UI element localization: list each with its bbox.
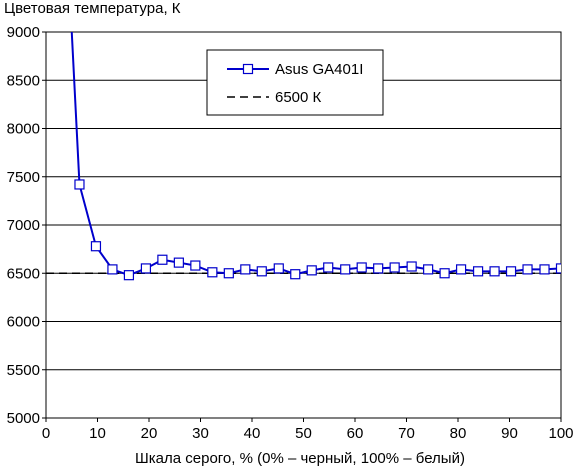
x-axis-title: Шкала серого, % (0% – черный, 100% – бел… bbox=[135, 450, 465, 467]
data-point bbox=[240, 264, 251, 275]
legend: Asus GA401I 6500 К bbox=[206, 49, 384, 116]
data-point bbox=[157, 254, 168, 265]
x-tick-label: 10 bbox=[89, 425, 106, 442]
data-point bbox=[207, 267, 218, 278]
x-tick-label: 30 bbox=[192, 425, 209, 442]
x-tick-label: 80 bbox=[450, 425, 467, 442]
data-point bbox=[323, 262, 334, 273]
data-point bbox=[406, 261, 417, 272]
legend-label-asus: Asus GA401I bbox=[275, 61, 363, 78]
x-tick-label: 100 bbox=[548, 425, 573, 442]
data-point bbox=[356, 262, 367, 273]
data-point bbox=[539, 264, 550, 275]
legend-box bbox=[206, 49, 384, 116]
data-point bbox=[439, 268, 450, 279]
y-tick-label: 8500 bbox=[7, 72, 40, 89]
x-tick-label: 40 bbox=[244, 425, 261, 442]
legend-marker-asus bbox=[242, 63, 254, 75]
data-point bbox=[74, 179, 85, 190]
data-point bbox=[423, 264, 434, 275]
data-point bbox=[107, 264, 118, 275]
data-point bbox=[223, 268, 234, 279]
data-point bbox=[389, 262, 400, 273]
axis-layer: 5000 5500 6000 6500 7000 7500 8000 8500 9000 0 10 2… bbox=[7, 24, 574, 442]
x-tick-label: 0 bbox=[42, 425, 50, 442]
y-tick-label: 5500 bbox=[7, 362, 40, 379]
y-tick-label: 9000 bbox=[7, 24, 40, 41]
data-point bbox=[522, 264, 533, 275]
series-layer bbox=[46, 32, 561, 281]
data-point bbox=[306, 265, 317, 276]
x-tick-label: 50 bbox=[295, 425, 312, 442]
data-point bbox=[273, 263, 284, 274]
x-tick-label: 70 bbox=[398, 425, 415, 442]
y-tick-label: 6000 bbox=[7, 314, 40, 331]
y-tick-label: 8000 bbox=[7, 121, 40, 138]
legend-label-6500k: 6500 К bbox=[275, 89, 322, 106]
data-point bbox=[373, 263, 384, 274]
data-point bbox=[455, 264, 467, 275]
data-point bbox=[140, 263, 152, 274]
x-tick-label: 60 bbox=[347, 425, 364, 442]
data-point bbox=[340, 264, 351, 275]
data-point bbox=[173, 257, 184, 268]
data-point bbox=[123, 270, 135, 281]
y-axis-title: Цветовая температура, К bbox=[4, 0, 181, 17]
data-point bbox=[505, 266, 517, 277]
data-point bbox=[472, 266, 484, 277]
x-tick-label: 20 bbox=[141, 425, 158, 442]
data-point bbox=[256, 266, 267, 277]
data-point bbox=[555, 263, 561, 274]
y-tick-label: 5000 bbox=[7, 410, 40, 427]
y-tick-label: 7500 bbox=[7, 169, 40, 186]
x-tick-label: 90 bbox=[501, 425, 518, 442]
y-tick-label: 6500 bbox=[7, 265, 40, 282]
data-point bbox=[290, 269, 301, 280]
data-point bbox=[90, 241, 102, 252]
data-point bbox=[489, 266, 500, 277]
y-tick-label: 7000 bbox=[7, 217, 40, 234]
data-point bbox=[190, 260, 201, 271]
